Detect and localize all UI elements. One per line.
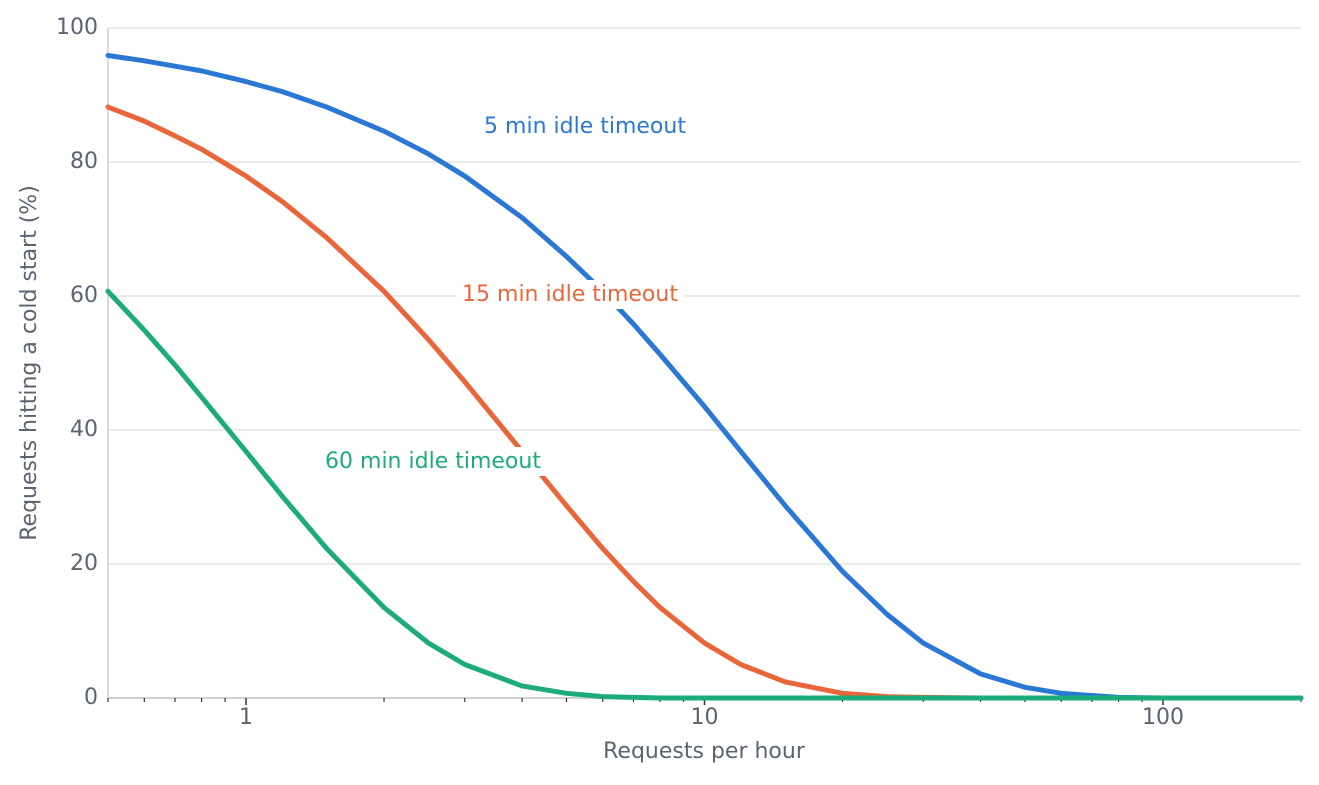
y-tick-label: 20	[70, 551, 98, 576]
y-tick-label: 100	[56, 15, 98, 40]
y-tick-label: 60	[70, 283, 98, 308]
series-label-bg	[456, 280, 685, 309]
series-label-bg	[319, 447, 548, 476]
y-tick-label: 80	[70, 149, 98, 174]
series-line	[105, 52, 1304, 701]
x-tick-label: 100	[1142, 705, 1184, 730]
x-axis-title: Requests per hour	[603, 739, 806, 764]
y-axis-title: Requests hitting a cold start (%)	[17, 185, 42, 541]
series-label: 5 min idle timeout	[484, 114, 686, 139]
series-label: 60 min idle timeout	[325, 449, 541, 474]
series-line	[105, 104, 1304, 701]
x-tick-label: 1	[239, 705, 253, 730]
x-tick-label: 10	[691, 705, 719, 730]
y-tick-label: 0	[84, 685, 98, 710]
series-line	[105, 288, 1304, 701]
series-label: 15 min idle timeout	[462, 282, 678, 307]
y-tick-label: 40	[70, 417, 98, 442]
series-label-bg	[478, 112, 693, 141]
